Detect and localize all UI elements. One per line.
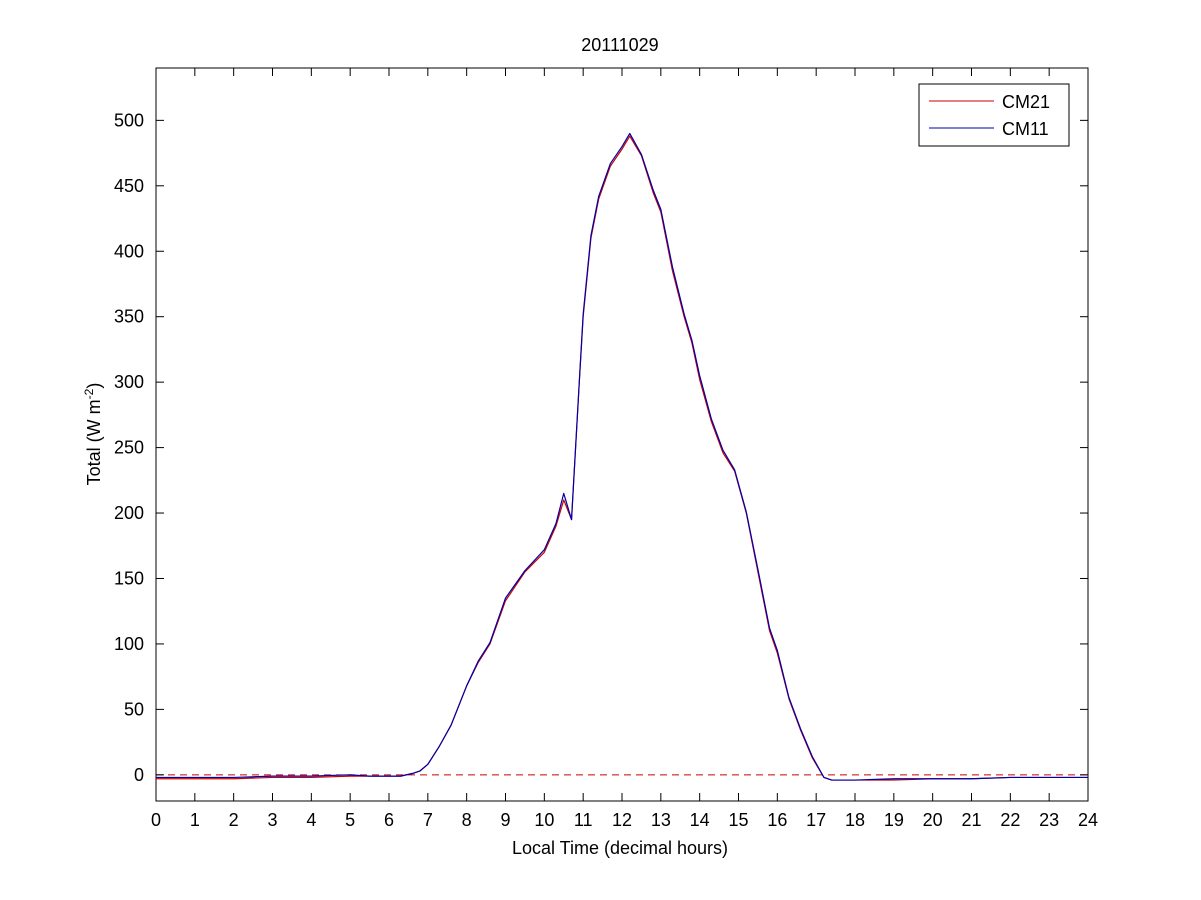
x-tick-label: 19 [884,810,904,830]
x-tick-label: 12 [612,810,632,830]
legend-box [918,83,1070,147]
y-tick-label: 250 [114,438,144,458]
x-tick-label: 5 [345,810,355,830]
y-axis-label-close: ) [84,383,104,389]
x-tick-label: 6 [384,810,394,830]
y-tick-label: 450 [114,176,144,196]
x-tick-label: 22 [1000,810,1020,830]
x-tick-label: 24 [1078,810,1098,830]
y-axis-label: Total (W m-2) [82,383,104,486]
y-tick-label: 400 [114,241,144,261]
x-tick-label: 9 [500,810,510,830]
y-tick-label: 100 [114,634,144,654]
y-axis-label-main: Total (W m [84,399,104,485]
y-axis-label-superscript: -2 [82,388,96,399]
legend-label-cm11: CM11 [1002,119,1049,139]
y-axis: 0 50 100 150 200 250 300 350 400 450 500 [114,110,1088,785]
y-tick-label: 0 [134,765,144,785]
y-tick-label: 50 [124,699,144,719]
legend-label-cm21: CM21 [1002,92,1050,112]
y-tick-label: 200 [114,503,144,523]
legend: CM21 CM11 [918,83,1070,147]
x-tick-label: 4 [306,810,316,830]
x-axis: 0 1 2 3 4 5 6 7 8 9 10 11 12 13 14 15 16 17 18 19 20 21 22 23 24 [151,68,1098,830]
x-tick-label: 3 [267,810,277,830]
x-tick-label: 21 [961,810,981,830]
y-tick-label: 350 [114,307,144,327]
plot-area [155,67,1089,802]
x-tick-label: 10 [534,810,554,830]
x-tick-label: 11 [574,810,593,830]
x-tick-label: 17 [806,810,826,830]
x-tick-label: 15 [728,810,748,830]
y-tick-label: 150 [114,568,144,588]
x-tick-label: 8 [462,810,472,830]
x-tick-label: 18 [845,810,865,830]
x-axis-label: Local Time (decimal hours) [512,838,728,858]
y-tick-label: 500 [114,110,144,130]
series-line-cm11 [156,132,1088,781]
x-tick-label: 2 [229,810,239,830]
plot-frame [155,67,1089,802]
x-tick-label: 1 [190,810,200,830]
x-tick-label: 0 [151,810,161,830]
x-tick-label: 7 [423,810,433,830]
x-tick-label: 16 [767,810,787,830]
chart-title: 20111029 [581,35,658,55]
series-layer [156,132,1088,781]
x-tick-label: 14 [690,810,710,830]
x-tick-label: 13 [651,810,671,830]
x-tick-label: 23 [1039,810,1059,830]
y-tick-label: 300 [114,372,144,392]
x-tick-label: 20 [923,810,943,830]
